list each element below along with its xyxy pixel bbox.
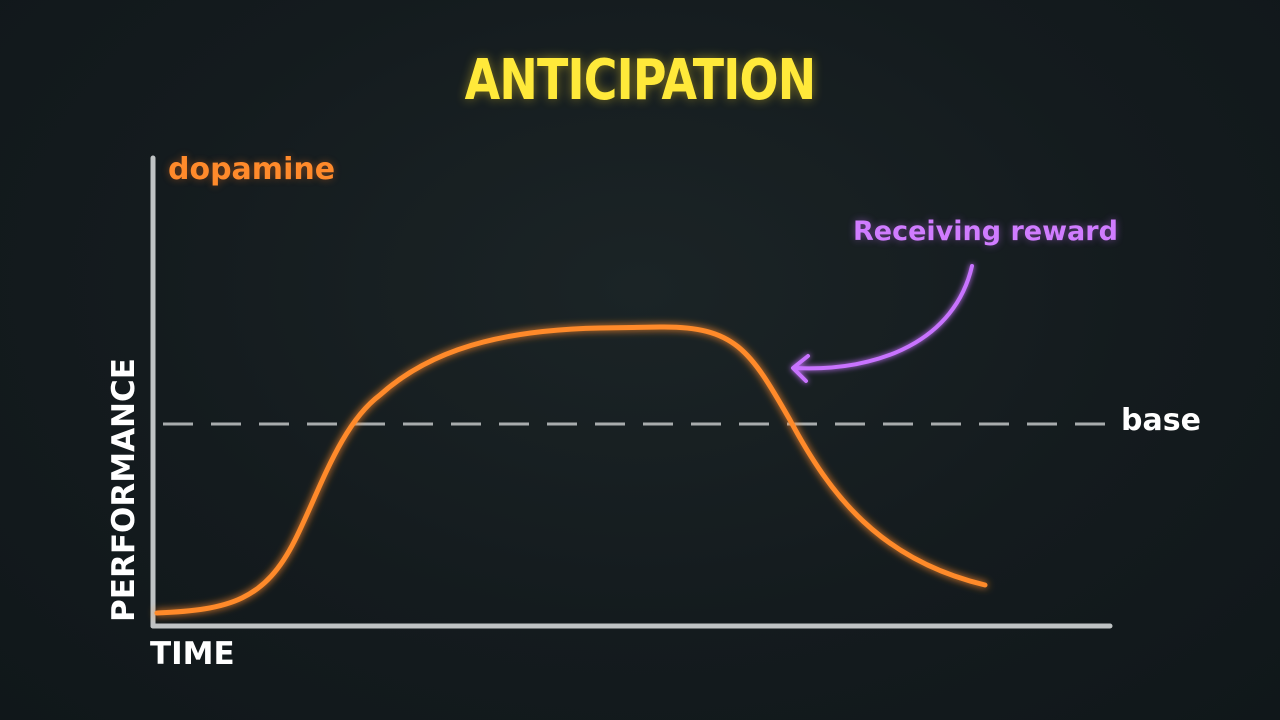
diagram-title: ANTICIPATION: [464, 48, 816, 113]
reward-arrow: [791, 264, 974, 383]
dopamine-curve: [154, 324, 988, 616]
reward-arrow-shaft: [793, 264, 974, 371]
annotation-receiving-reward: Receiving reward: [853, 216, 1118, 247]
reward-arrow-head: [791, 354, 810, 383]
y-axis-label: PERFORMANCE: [106, 358, 142, 622]
curve-label-dopamine: dopamine: [168, 152, 336, 187]
x-axis-label: TIME: [150, 636, 235, 672]
baseline-label: base: [1121, 403, 1201, 438]
